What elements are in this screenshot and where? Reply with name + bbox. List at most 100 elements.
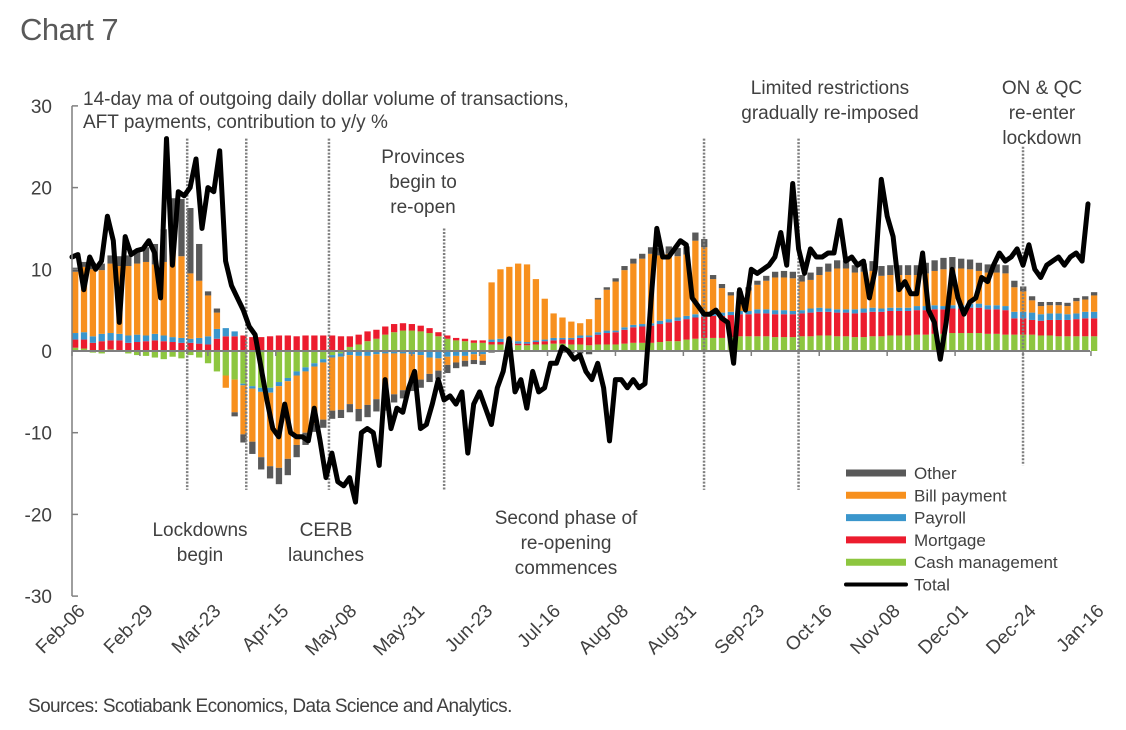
annotation-text: Provinces: [381, 147, 464, 168]
bar-other: [470, 359, 478, 365]
bar-cash-management: [453, 340, 460, 351]
bar-other: [940, 257, 947, 270]
bar-other: [178, 199, 185, 257]
bar-cash-management: [435, 336, 442, 351]
bar-mortgage: [612, 332, 619, 345]
bar-mortgage: [426, 328, 433, 334]
bar-payroll: [940, 306, 947, 310]
bar-other: [328, 410, 336, 419]
bar-payroll: [320, 359, 327, 363]
chart-title: Chart 7: [20, 12, 119, 47]
bar-payroll: [328, 355, 336, 358]
bar-cash-management: [851, 337, 859, 351]
bar-mortgage: [1037, 320, 1045, 336]
bar-cash-management: [958, 333, 965, 351]
bar-payroll: [869, 307, 876, 312]
bar-cash-management: [390, 332, 398, 351]
bar-payroll: [727, 311, 734, 316]
bar-cash-management: [550, 343, 557, 351]
bar-mortgage: [674, 320, 681, 342]
bar-cash-management: [896, 335, 903, 351]
bar-payroll: [825, 308, 832, 312]
bar-other: [337, 409, 345, 418]
bar-mortgage: [293, 336, 300, 351]
bar-other: [727, 292, 734, 296]
bar-other: [204, 291, 212, 296]
bar-cash-management: [577, 344, 584, 351]
bar-payroll: [975, 303, 983, 308]
bar-mortgage: [337, 336, 345, 351]
y-tick-label: -20: [25, 505, 52, 526]
bar-mortgage: [541, 341, 548, 345]
bar-mortgage: [896, 310, 903, 336]
bar-payroll: [488, 339, 495, 343]
bar-bill-payment: [1082, 299, 1089, 312]
bar-cash-management: [860, 337, 867, 351]
x-tick-label: May-31: [370, 601, 430, 661]
bar-bill-payment: [727, 295, 734, 312]
bar-cash-management: [80, 348, 88, 351]
bar-bill-payment: [718, 288, 726, 313]
bar-mortgage: [869, 311, 876, 337]
bar-mortgage: [1028, 319, 1036, 335]
bar-cash-management: [1011, 334, 1018, 351]
bar-payroll: [993, 305, 1000, 310]
bar-mortgage: [213, 338, 221, 351]
bar-payroll: [1011, 311, 1018, 319]
bar-other: [701, 239, 708, 248]
bar-bill-payment: [364, 355, 371, 405]
bar-bill-payment: [860, 271, 867, 309]
bar-mortgage: [382, 326, 389, 335]
bar-mortgage: [328, 335, 336, 351]
bar-cash-management: [399, 330, 407, 351]
bar-payroll: [771, 310, 779, 315]
bar-cash-management: [532, 344, 540, 351]
bar-bill-payment: [80, 266, 88, 333]
annotation-text: ON & QC: [1002, 78, 1082, 99]
legend-label: Payroll: [914, 509, 966, 528]
bar-payroll: [745, 310, 752, 315]
bar-other: [311, 423, 318, 432]
bar-mortgage: [479, 340, 486, 343]
bar-cash-management: [1064, 336, 1071, 351]
bar-payroll: [160, 335, 167, 342]
bar-cash-management: [72, 347, 79, 351]
bar-cash-management: [692, 338, 699, 351]
x-tick-label: Jun-23: [441, 601, 497, 657]
bar-other: [718, 284, 726, 289]
bar-payroll: [603, 330, 610, 334]
bar-bill-payment: [470, 354, 478, 360]
bar-bill-payment: [399, 353, 407, 391]
bar-payroll: [984, 305, 991, 310]
bar-other: [98, 263, 105, 271]
bar-payroll: [479, 351, 486, 355]
bar-payroll: [1064, 314, 1071, 320]
bar-mortgage: [621, 329, 628, 344]
bar-mortgage: [399, 323, 407, 331]
bar-cash-management: [417, 331, 424, 351]
x-tick-label: Aug-31: [643, 601, 701, 659]
x-tick-label: Jul-16: [514, 601, 565, 652]
bar-mortgage: [231, 336, 238, 351]
bar-bill-payment: [1011, 287, 1018, 312]
x-tick-label: Dec-24: [982, 600, 1040, 658]
annotation-text: begin to: [389, 172, 457, 193]
bar-cash-management: [736, 336, 743, 351]
bar-other: [355, 409, 362, 422]
bar-mortgage: [736, 314, 743, 337]
bar-other: [435, 370, 442, 379]
bar-cash-management: [355, 344, 362, 351]
bar-bill-payment: [523, 264, 531, 343]
bar-payroll: [1055, 313, 1062, 320]
bar-bill-payment: [346, 355, 353, 405]
bar-bill-payment: [134, 263, 141, 335]
bar-cash-management: [789, 337, 797, 351]
bar-mortgage: [107, 340, 114, 350]
bar-mortgage: [709, 315, 717, 338]
bar-mortgage: [639, 326, 646, 343]
bar-bill-payment: [178, 256, 185, 338]
annotation-text: gradually re-imposed: [741, 103, 918, 124]
bar-bill-payment: [506, 266, 513, 341]
bar-bill-payment: [160, 261, 167, 336]
bar-mortgage: [860, 312, 867, 338]
